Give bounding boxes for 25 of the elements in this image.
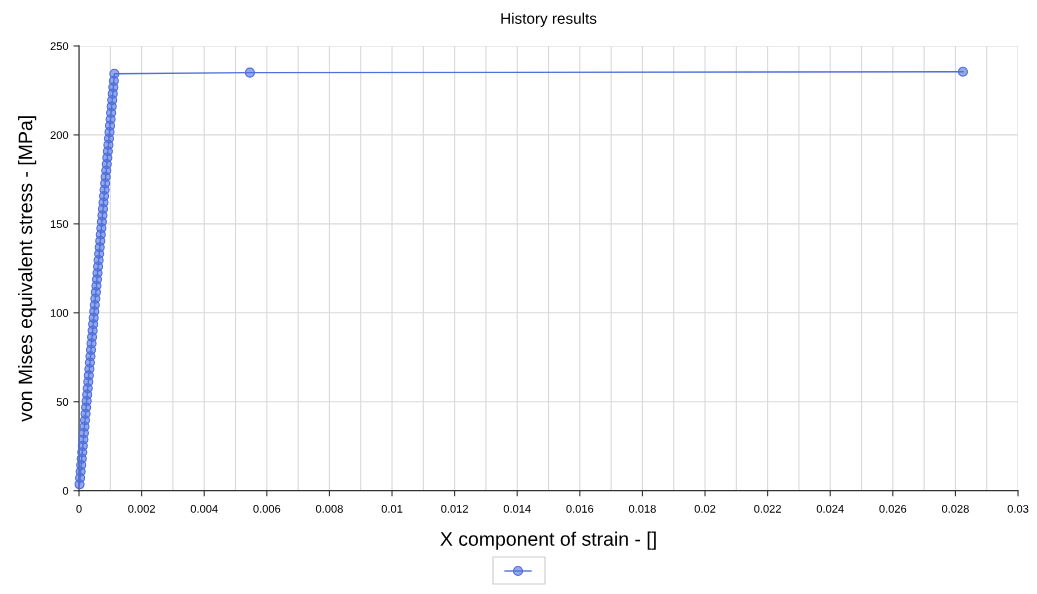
- y-tick-label: 200: [50, 131, 69, 140]
- y-tick-label: 150: [50, 220, 69, 228]
- y-tick-label: 0: [62, 486, 69, 495]
- x-tick-label: 0.004: [190, 504, 218, 513]
- y-tick-label: 250: [50, 42, 69, 51]
- x-tick-label: 0.01: [381, 504, 403, 513]
- x-tick-label: 0.008: [315, 504, 343, 513]
- x-tick-label: 0.018: [628, 504, 656, 513]
- x-tick-label: 0: [76, 504, 82, 513]
- y-tick-label: 50: [56, 398, 69, 406]
- y-tick-label: 100: [50, 309, 69, 317]
- x-tick-label: 0.026: [879, 504, 907, 513]
- y-axis-title: von Mises equivalent stress - [MPa]: [18, 116, 37, 422]
- x-tick-label: 0.006: [253, 504, 281, 513]
- x-tick-label: 0.022: [754, 504, 781, 513]
- x-tick-label: 0.028: [941, 504, 969, 513]
- x-axis-title: X component of strain - []: [440, 531, 656, 550]
- x-tick-label: 0.002: [128, 504, 155, 513]
- chart-title: History results: [501, 12, 597, 27]
- x-tick-label: 0.03: [1007, 504, 1029, 513]
- x-tick-label: 0.012: [441, 504, 468, 513]
- x-tick-label: 0.02: [694, 504, 716, 513]
- x-tick-label: 0.016: [566, 504, 594, 513]
- x-tick-label: 0.024: [816, 504, 844, 513]
- x-tick-label: 0.014: [503, 504, 531, 513]
